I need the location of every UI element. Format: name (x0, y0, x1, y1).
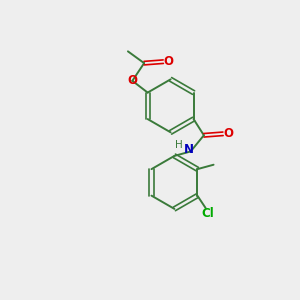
Text: N: N (184, 143, 194, 157)
Text: O: O (164, 55, 174, 68)
Text: O: O (128, 74, 137, 87)
Text: O: O (223, 127, 233, 140)
Text: Cl: Cl (202, 207, 214, 220)
Text: H: H (175, 140, 183, 150)
